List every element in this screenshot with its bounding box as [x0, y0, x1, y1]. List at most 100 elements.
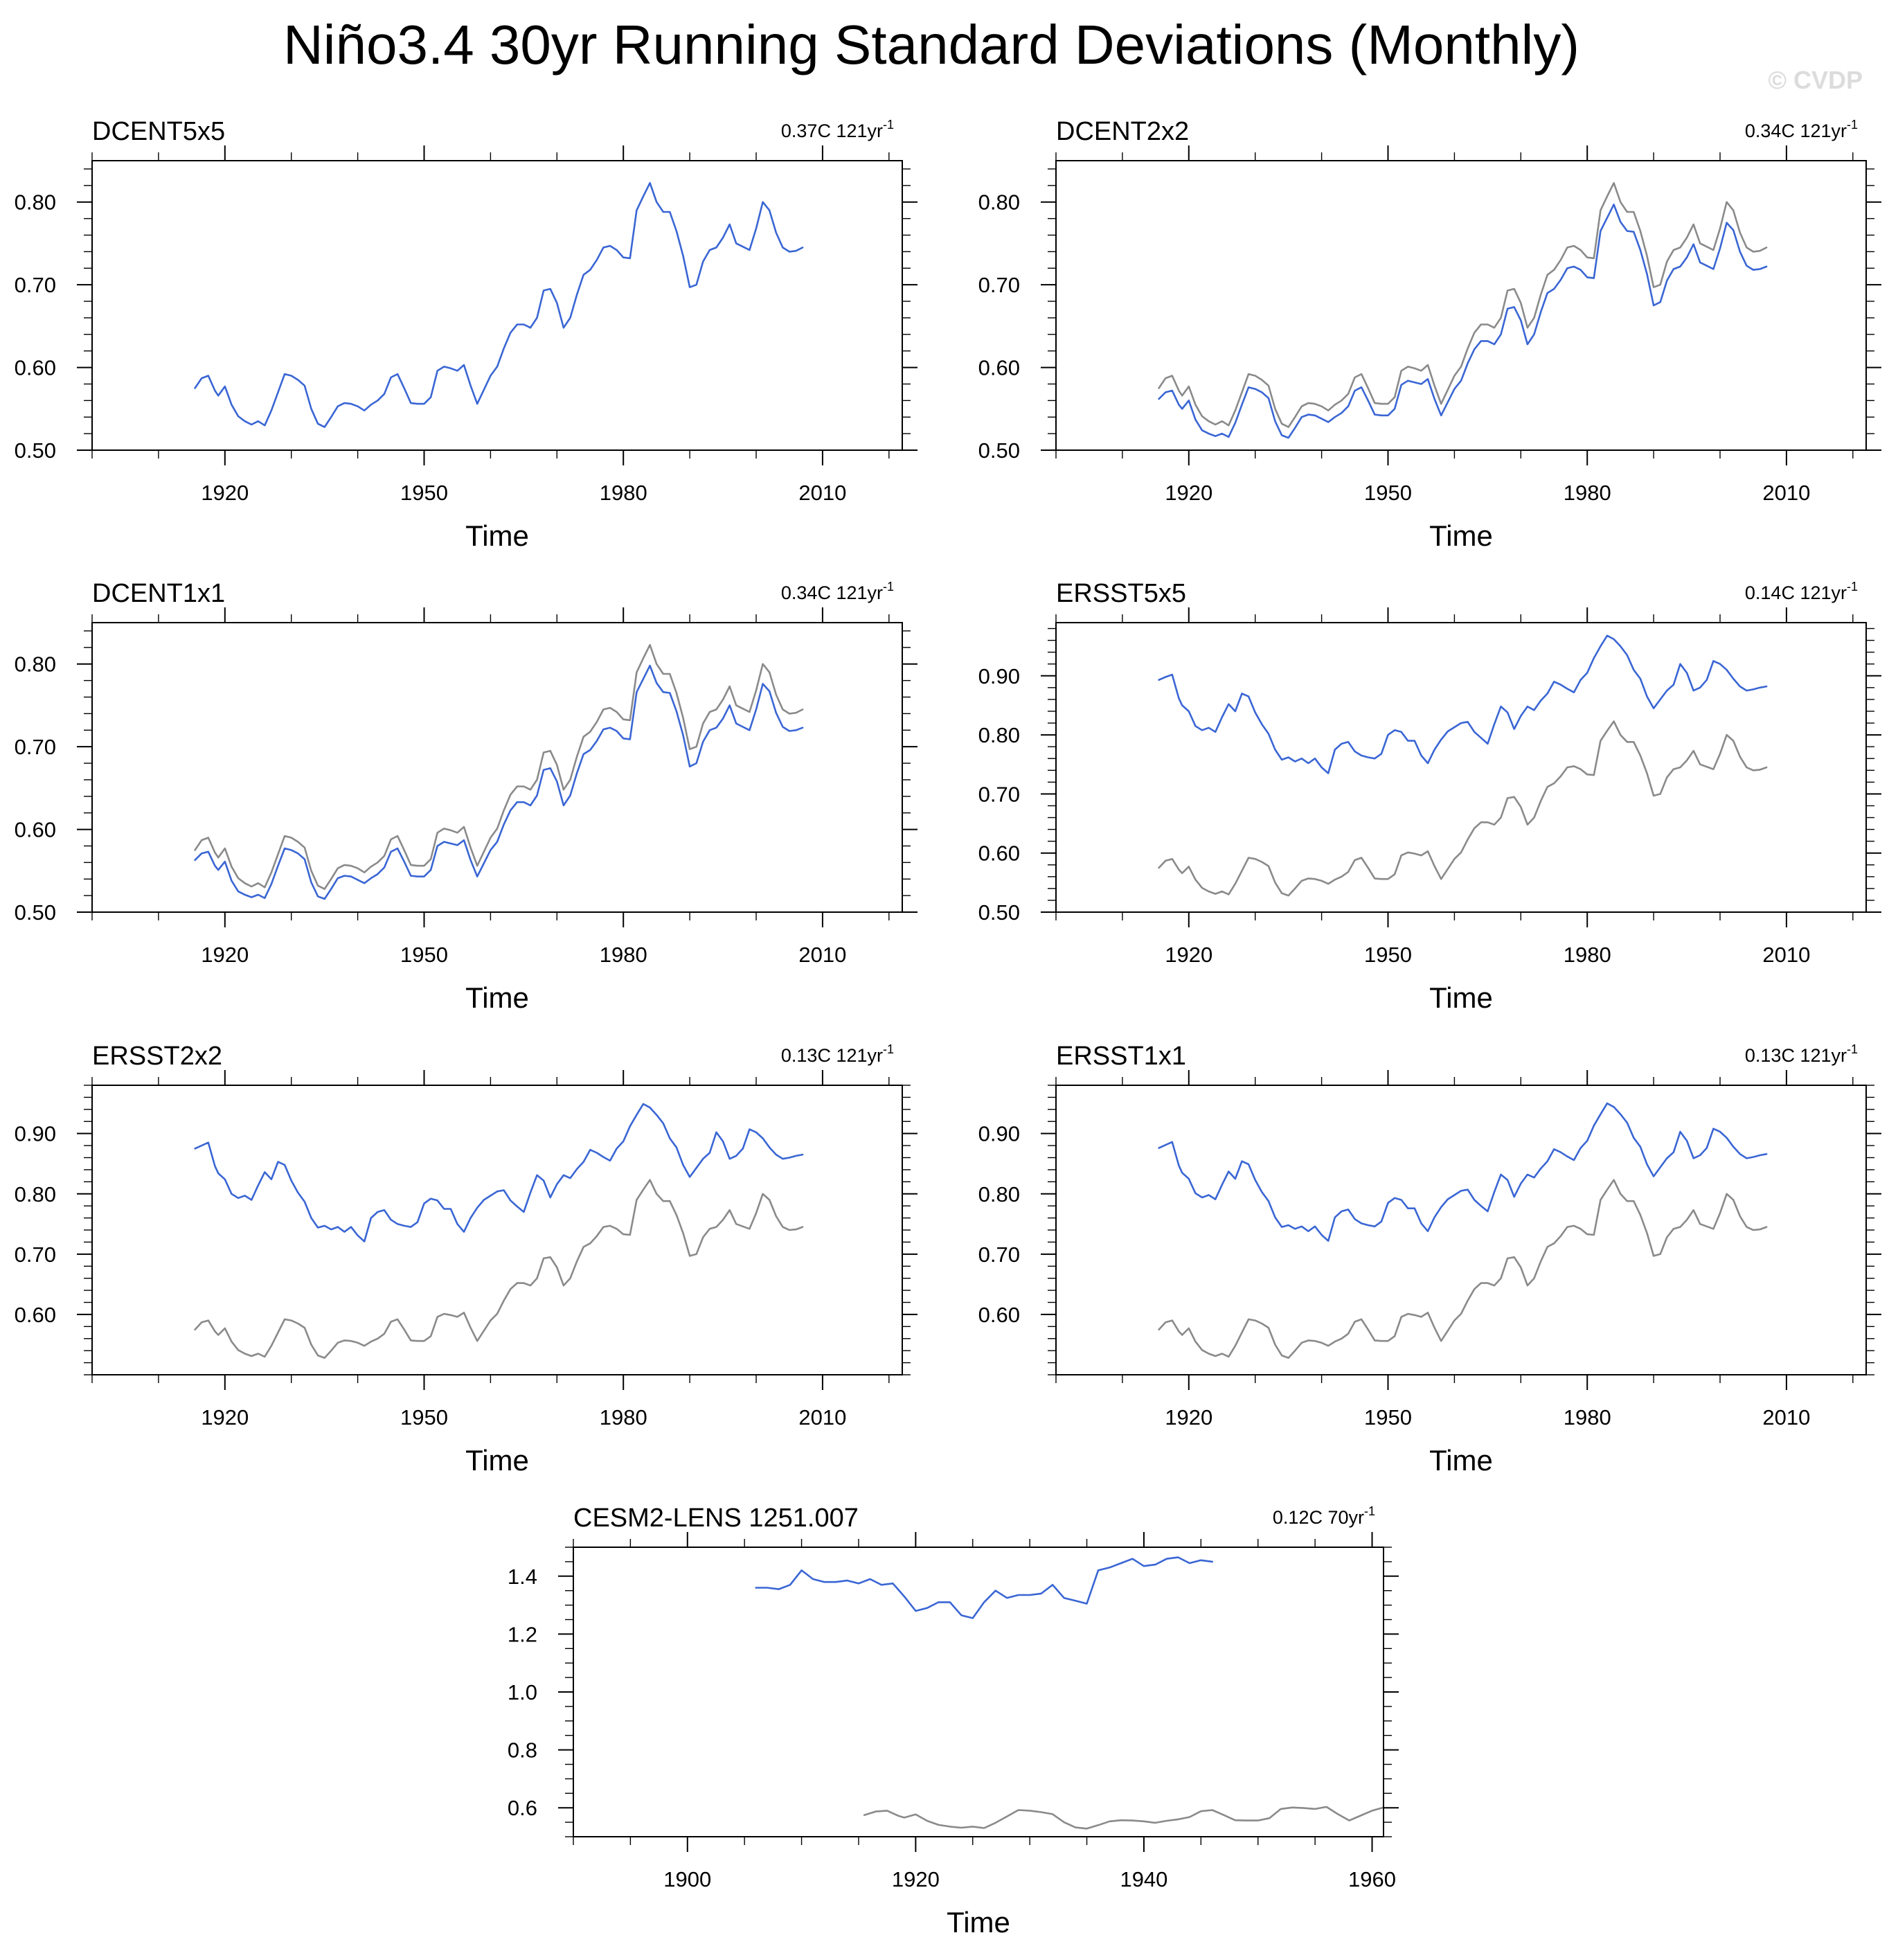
x-tick-label: 1920: [1165, 943, 1212, 967]
x-tick-label: 1950: [400, 481, 448, 505]
plot-frame: [91, 160, 903, 451]
y-tick-label: 0.90: [978, 1122, 1020, 1146]
series-line-dcent5x5-reference: [194, 1179, 804, 1359]
panel-title: ERSST1x1: [1056, 1042, 1186, 1071]
series-line-cesm2-lens-1251-007: [755, 1556, 1214, 1619]
x-tick-label: 1950: [1364, 943, 1412, 967]
x-axis-label: Time: [465, 519, 529, 552]
panel-ersst5x5: ERSST5x5 0.14C 121yr-1 1920 1950 1980 2010 Tim…: [978, 579, 1881, 1014]
x-tick-label: 2010: [798, 1405, 846, 1429]
x-axis-label: Time: [465, 1444, 529, 1477]
x-tick-label: 2010: [1762, 1405, 1810, 1429]
y-tick-label: 1.2: [508, 1622, 537, 1646]
x-tick-label: 1960: [1348, 1867, 1396, 1891]
series-line-dcent5x5-reference: [863, 1806, 1384, 1830]
panel-dcent1x1: DCENT1x1 0.34C 121yr-1 1920 1950 1980 2010 Tim…: [15, 579, 917, 1014]
x-tick-label: 1940: [1120, 1867, 1167, 1891]
y-tick-label: 0.80: [15, 652, 56, 677]
y-tick-label: 0.60: [15, 356, 56, 380]
x-axis-label: Time: [1429, 519, 1493, 552]
x-tick-label: 1920: [201, 1405, 249, 1429]
y-tick-label: 0.80: [15, 1182, 56, 1206]
panel-trend-stat: 0.12C 70yr-1: [1273, 1504, 1375, 1528]
plot-frame: [1055, 1085, 1867, 1375]
y-tick-label: 0.50: [15, 438, 56, 463]
y-tick-label: 1.0: [508, 1680, 537, 1704]
x-tick-label: 2010: [798, 481, 846, 505]
panel-trend-stat: 0.34C 121yr-1: [1745, 118, 1858, 141]
plot-frame: [1055, 622, 1867, 913]
x-tick-label: 1980: [1564, 943, 1611, 967]
y-tick-label: 0.80: [978, 1182, 1020, 1206]
y-tick-label: 0.90: [978, 664, 1020, 688]
panel-trend-stat: 0.13C 121yr-1: [1745, 1042, 1858, 1066]
y-tick-label: 0.60: [978, 1303, 1020, 1327]
x-tick-label: 2010: [1762, 943, 1810, 967]
panel-title: DCENT5x5: [92, 117, 225, 146]
x-tick-label: 1950: [400, 943, 448, 967]
y-tick-label: 0.70: [15, 735, 56, 759]
y-tick-label: 0.50: [978, 438, 1020, 463]
figure-title: Niño3.4 30yr Running Standard Deviations…: [283, 14, 1579, 75]
y-tick-label: 0.6: [508, 1796, 537, 1820]
y-tick-label: 0.60: [978, 356, 1020, 380]
plot-frame: [1055, 160, 1867, 451]
panel-title: CESM2-LENS 1251.007: [573, 1504, 859, 1533]
series-line-dcent5x5-reference: [1158, 181, 1768, 428]
x-axis-label: Time: [947, 1906, 1010, 1939]
x-tick-label: 1980: [600, 481, 647, 505]
x-tick-label: 1980: [1564, 481, 1611, 505]
y-tick-label: 0.90: [15, 1122, 56, 1146]
x-tick-label: 1950: [1364, 481, 1412, 505]
x-tick-label: 1920: [201, 943, 249, 967]
plot-frame: [91, 1085, 903, 1375]
panel-trend-stat: 0.37C 121yr-1: [781, 118, 894, 141]
panels-group: DCENT5x5 0.37C 121yr-1 1920 1950 1980 2010 Tim…: [15, 117, 1881, 1939]
panel-title: ERSST5x5: [1056, 579, 1186, 608]
y-tick-label: 0.80: [15, 190, 56, 215]
x-tick-label: 1900: [663, 1867, 711, 1891]
series-line-dcent5x5-reference: [1158, 720, 1768, 897]
y-tick-label: 0.60: [15, 818, 56, 842]
x-axis-label: Time: [1429, 981, 1493, 1014]
series-line-dcent5x5-reference: [1158, 1179, 1768, 1359]
panel-trend-stat: 0.13C 121yr-1: [781, 1042, 894, 1066]
y-tick-label: 0.50: [978, 900, 1020, 925]
y-tick-label: 0.60: [15, 1303, 56, 1327]
y-tick-label: 0.8: [508, 1738, 537, 1763]
panel-title: ERSST2x2: [92, 1042, 222, 1071]
y-tick-label: 0.80: [978, 190, 1020, 215]
cvdp-watermark: © CVDP: [1768, 66, 1863, 94]
y-tick-label: 0.70: [15, 1242, 56, 1267]
x-tick-label: 1920: [892, 1867, 940, 1891]
series-line-ersst1x1: [1158, 1102, 1768, 1242]
panel-title: DCENT2x2: [1056, 117, 1189, 146]
x-tick-label: 2010: [798, 943, 846, 967]
x-tick-label: 1950: [1364, 1405, 1412, 1429]
x-tick-label: 1980: [600, 1405, 647, 1429]
y-tick-label: 0.70: [978, 273, 1020, 297]
y-tick-label: 0.70: [978, 782, 1020, 806]
x-tick-label: 1980: [600, 943, 647, 967]
x-tick-label: 1950: [400, 1405, 448, 1429]
panel-ersst2x2: ERSST2x2 0.13C 121yr-1 1920 1950 1980 2010 Tim…: [15, 1042, 917, 1477]
x-tick-label: 2010: [1762, 481, 1810, 505]
y-tick-label: 1.4: [508, 1565, 537, 1589]
y-tick-label: 0.60: [978, 841, 1020, 866]
x-tick-label: 1920: [1165, 481, 1212, 505]
panel-dcent5x5: DCENT5x5 0.37C 121yr-1 1920 1950 1980 2010 Tim…: [15, 117, 917, 552]
x-axis-label: Time: [465, 981, 529, 1014]
plot-frame: [573, 1547, 1384, 1837]
series-line-dcent5x5-reference: [194, 643, 804, 890]
x-tick-label: 1920: [201, 481, 249, 505]
series-line-dcent5x5: [194, 181, 804, 428]
series-line-dcent2x2: [1158, 203, 1768, 439]
y-tick-label: 0.70: [978, 1242, 1020, 1267]
y-tick-label: 0.50: [15, 900, 56, 925]
x-axis-label: Time: [1429, 1444, 1493, 1477]
panel-title: DCENT1x1: [92, 579, 225, 608]
plot-frame: [91, 622, 903, 913]
panel-dcent2x2: DCENT2x2 0.34C 121yr-1 1920 1950 1980 2010 Tim…: [978, 117, 1881, 552]
y-tick-label: 0.70: [15, 273, 56, 297]
